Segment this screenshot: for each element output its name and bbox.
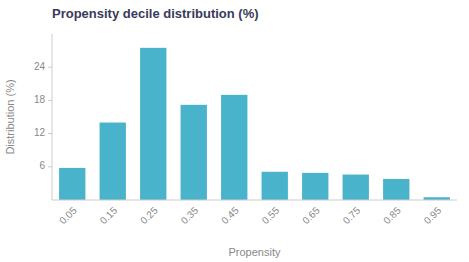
x-tick-label: 0.25 — [138, 204, 160, 226]
x-tick-label: 0.65 — [300, 204, 322, 226]
y-tick — [48, 133, 52, 134]
y-tick — [48, 67, 52, 68]
chart-svg: Propensity decile distribution (%) 6 12 18 2… — [0, 0, 469, 262]
bar — [383, 179, 409, 200]
x-tick-label: 0.15 — [98, 204, 120, 226]
y-axis-label: Distribution (%) — [4, 79, 16, 154]
y-tick — [48, 100, 52, 101]
y-tick-label: 6 — [39, 160, 45, 171]
y-tick-label: 24 — [34, 61, 46, 72]
bar — [302, 173, 328, 200]
bar — [59, 168, 85, 200]
bar — [343, 175, 369, 200]
y-tick — [48, 166, 52, 167]
x-tick-label: 0.85 — [381, 204, 403, 226]
y-tick-label: 18 — [34, 94, 46, 105]
bar — [100, 123, 126, 200]
bar — [181, 105, 207, 200]
chart-container: Propensity decile distribution (%) 6 12 18 2… — [0, 0, 469, 262]
y-tick-label: 12 — [34, 127, 46, 138]
x-tick-label: 0.95 — [422, 204, 444, 226]
x-tick-label: 0.35 — [179, 204, 201, 226]
bar — [221, 95, 247, 200]
x-tick-label: 0.55 — [260, 204, 282, 226]
x-tick-label: 0.45 — [219, 204, 241, 226]
x-tick-label: 0.05 — [57, 204, 79, 226]
title: Propensity decile distribution (%) — [52, 6, 259, 21]
y-axis-line — [52, 34, 53, 200]
x-tick-label: 0.75 — [341, 204, 363, 226]
bar — [262, 172, 288, 200]
bar — [140, 48, 166, 200]
bars — [59, 48, 450, 200]
x-axis-line — [52, 200, 457, 201]
x-axis-label: Propensity — [229, 246, 281, 258]
